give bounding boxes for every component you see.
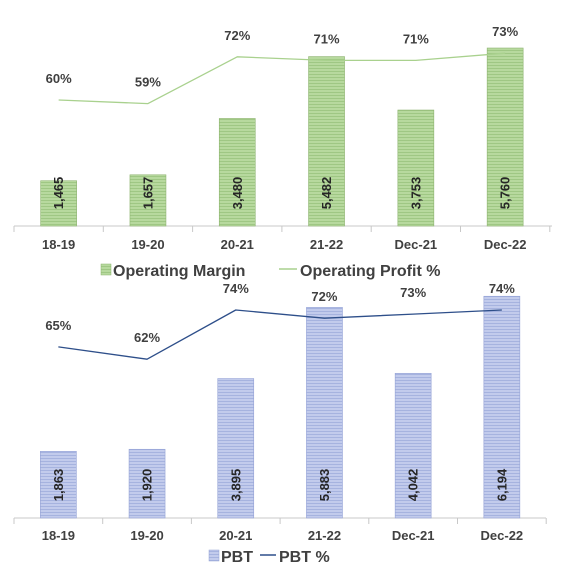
operating-category-label: 21-22: [310, 237, 343, 252]
pbt-bar-label: 4,042: [406, 469, 421, 502]
operating-profit-data-label: 59%: [135, 75, 161, 90]
operating-margin-bar-label: 3,753: [408, 177, 423, 210]
pbt-percent-line: [58, 309, 502, 360]
legend-label-pbt: PBT: [221, 549, 253, 566]
legend-swatch-operating-margin: [100, 263, 112, 276]
pbt-legend: PBT PBT %: [208, 549, 330, 566]
operating-margin-bar-label: 3,480: [230, 177, 245, 210]
operating-margin-bar: [397, 109, 435, 227]
pbt-bar-label: 1,920: [140, 469, 155, 502]
operating-profit-data-label: 71%: [314, 31, 340, 46]
pbt-bar: [40, 451, 77, 519]
operating-margin-bar: [40, 180, 77, 227]
operating-profit-data-label: 73%: [492, 24, 518, 39]
pbt-percent-data-label: 73%: [400, 285, 426, 300]
operating-margin-bar: [486, 47, 524, 227]
operating-category-label: 19-20: [131, 237, 164, 252]
pbt-category-label: 18-19: [42, 528, 75, 543]
legend-label-operating-margin: Operating Margin: [113, 263, 245, 280]
pbt-bar-label: 5,883: [317, 469, 332, 502]
pbt-bar-label: 1,863: [51, 469, 66, 502]
pbt-percent-data-label: 65%: [45, 318, 71, 333]
operating-margin-bar-label: 1,657: [140, 177, 155, 210]
pbt-bar: [128, 448, 166, 519]
operating-category-label: 20-21: [221, 237, 254, 252]
pbt-percent-data-label: 74%: [489, 281, 515, 296]
operating-profit-line: [58, 52, 506, 105]
pbt-bar: [217, 378, 255, 519]
operating-margin-bar: [218, 118, 256, 227]
pbt-bar: [394, 372, 432, 519]
pbt-bar-label: 3,895: [228, 469, 243, 502]
legend-label-operating-profit: Operating Profit %: [300, 263, 440, 280]
pbt-category-label: 21-22: [308, 528, 341, 543]
operating-legend: Operating Margin Operating Profit %: [100, 263, 440, 280]
pbt-category-label: Dec-21: [392, 528, 435, 543]
pbt-bar: [306, 307, 343, 519]
operating-category-label: 18-19: [42, 237, 75, 252]
pbt-chart: 1,863 1,920 3,895 5,883 4,042 6,194 65% 62% 74%…: [13, 281, 547, 566]
operating-margin-bar-label: 5,760: [498, 177, 513, 210]
pbt-bar: [483, 295, 521, 519]
operating-category-label: Dec-22: [484, 237, 527, 252]
pbt-bar-label: 6,194: [494, 468, 509, 501]
legend-label-pbt-percent: PBT %: [279, 549, 330, 566]
pbt-percent-data-label: 62%: [134, 330, 160, 345]
pbt-percent-data-label: 74%: [223, 281, 249, 296]
operating-profit-data-label: 72%: [224, 28, 250, 43]
legend-swatch-pbt: [208, 549, 220, 562]
operating-profit-data-label: 60%: [46, 71, 72, 86]
pbt-category-label: Dec-22: [481, 528, 524, 543]
operating-margin-bar-label: 5,482: [319, 177, 334, 210]
pbt-category-label: 20-21: [219, 528, 252, 543]
operating-profit-data-label: 71%: [403, 31, 429, 46]
operating-category-label: Dec-21: [395, 237, 438, 252]
operating-margin-bar: [129, 174, 167, 227]
pbt-category-label: 19-20: [130, 528, 163, 543]
operating-chart: 1,465 1,657 3,480 5,482 3,753 5,760 60% 59% 72%…: [13, 24, 552, 280]
operating-margin-bar-label: 1,465: [51, 177, 66, 210]
pbt-percent-data-label: 72%: [311, 289, 337, 304]
operating-margin-bar: [308, 56, 345, 227]
